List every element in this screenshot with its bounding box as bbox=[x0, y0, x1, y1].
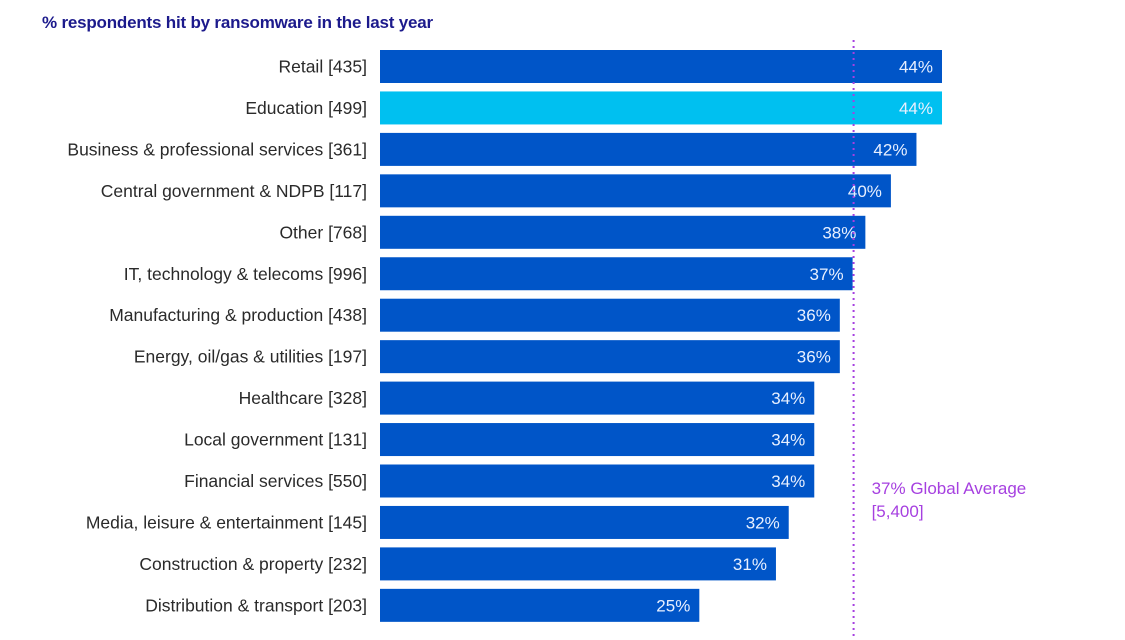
bar bbox=[380, 132, 917, 166]
value-label: 32% bbox=[746, 513, 780, 532]
category-label: Healthcare [328] bbox=[239, 388, 367, 408]
category-label: IT, technology & telecoms [996] bbox=[124, 264, 367, 284]
bar bbox=[380, 423, 815, 457]
category-label: Education [499] bbox=[245, 98, 367, 118]
value-label: 44% bbox=[899, 99, 933, 118]
value-label: 36% bbox=[797, 348, 831, 367]
value-label: 25% bbox=[656, 596, 690, 615]
value-label: 44% bbox=[899, 58, 933, 77]
value-label: 34% bbox=[771, 389, 805, 408]
chart-title: % respondents hit by ransomware in the l… bbox=[42, 13, 433, 32]
bar bbox=[380, 547, 776, 581]
value-label: 36% bbox=[797, 306, 831, 325]
category-label: Other [768] bbox=[279, 222, 367, 242]
category-label: Business & professional services [361] bbox=[67, 139, 367, 159]
bar bbox=[380, 298, 840, 332]
value-label: 42% bbox=[873, 140, 907, 159]
global-average-count: [5,400] bbox=[872, 502, 924, 521]
bar bbox=[380, 215, 866, 249]
bar bbox=[380, 381, 815, 415]
bar bbox=[380, 91, 942, 125]
value-label: 37% bbox=[810, 265, 844, 284]
global-average-label: 37% Global Average bbox=[872, 479, 1027, 498]
value-label: 34% bbox=[771, 472, 805, 491]
category-label: Construction & property [232] bbox=[139, 554, 367, 574]
category-label: Energy, oil/gas & utilities [197] bbox=[134, 347, 367, 367]
bar bbox=[380, 257, 853, 291]
category-label: Manufacturing & production [438] bbox=[109, 305, 367, 325]
category-label: Retail [435] bbox=[278, 57, 367, 77]
bar bbox=[380, 50, 942, 83]
bar bbox=[380, 505, 789, 539]
value-label: 34% bbox=[771, 431, 805, 450]
bar bbox=[380, 340, 840, 374]
bar bbox=[380, 588, 700, 622]
value-label: 38% bbox=[822, 223, 856, 242]
category-label: Media, leisure & entertainment [145] bbox=[86, 512, 367, 532]
value-label: 40% bbox=[848, 182, 882, 201]
bar bbox=[380, 174, 891, 208]
category-label: Distribution & transport [203] bbox=[145, 595, 367, 615]
bar bbox=[380, 464, 815, 498]
category-label: Local government [131] bbox=[184, 430, 367, 450]
category-label: Central government & NDPB [117] bbox=[101, 181, 367, 201]
value-label: 31% bbox=[733, 555, 767, 574]
category-label: Financial services [550] bbox=[184, 471, 367, 491]
